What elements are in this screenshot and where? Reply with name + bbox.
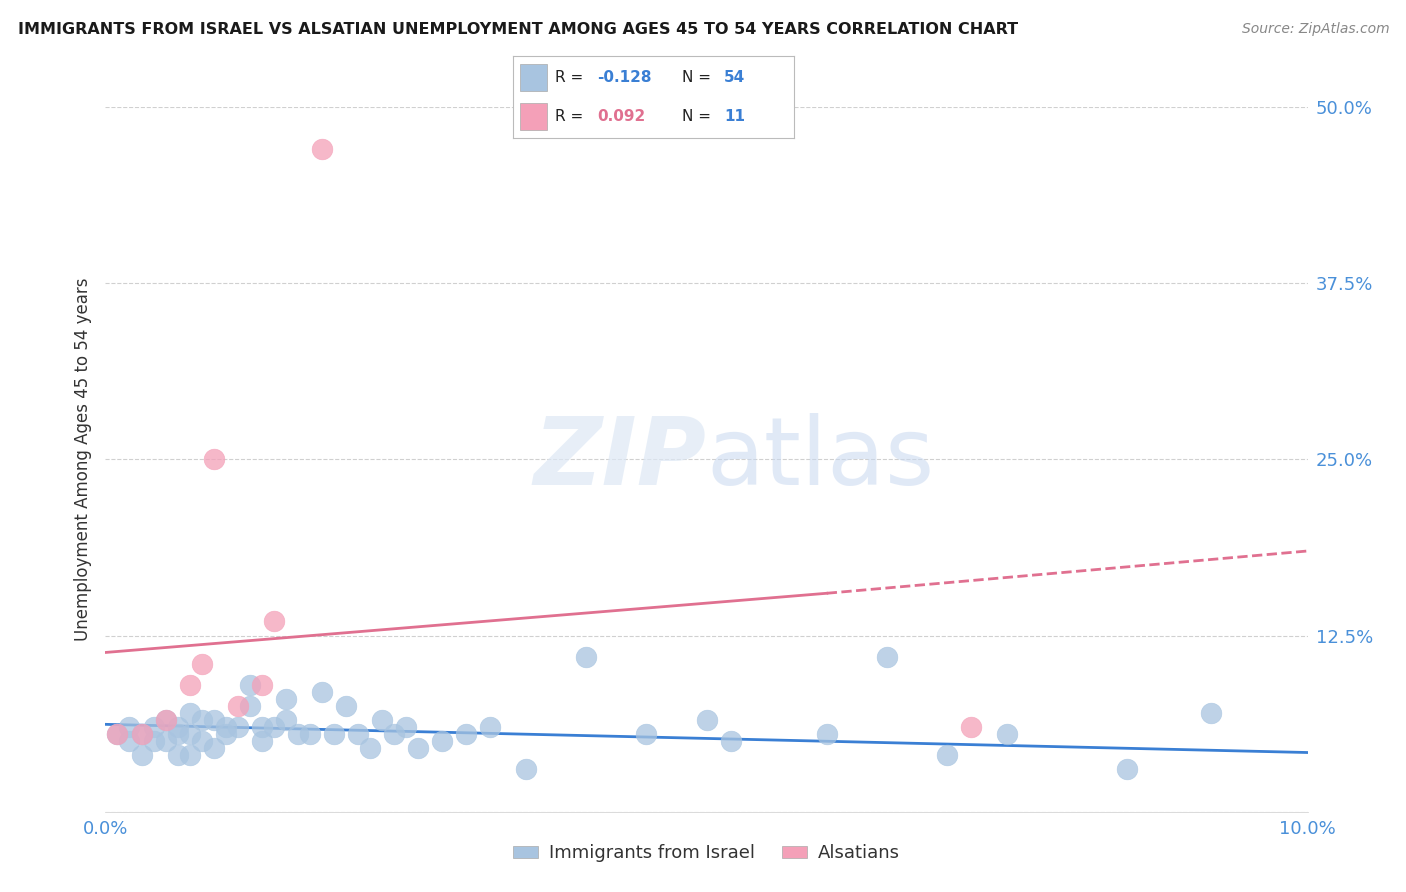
Point: [636, 727, 658, 741]
Point: [214, 727, 236, 741]
Point: [322, 727, 344, 741]
Point: [250, 734, 273, 748]
Point: [479, 720, 502, 734]
Text: 11: 11: [724, 109, 745, 124]
Text: R =: R =: [555, 70, 589, 86]
Point: [239, 699, 262, 714]
Point: [335, 699, 357, 714]
Point: [395, 720, 418, 734]
Text: Source: ZipAtlas.com: Source: ZipAtlas.com: [1241, 22, 1389, 37]
Point: [1201, 706, 1223, 720]
Point: [131, 748, 153, 763]
Point: [179, 706, 201, 720]
Point: [179, 748, 201, 763]
Point: [142, 734, 165, 748]
Point: [960, 720, 983, 734]
Text: N =: N =: [682, 70, 716, 86]
Point: [720, 734, 742, 748]
Text: atlas: atlas: [707, 413, 935, 506]
Text: ZIP: ZIP: [534, 413, 707, 506]
Point: [995, 727, 1018, 741]
Point: [1116, 763, 1139, 777]
Point: [166, 748, 188, 763]
Legend: Immigrants from Israel, Alsatians: Immigrants from Israel, Alsatians: [506, 838, 907, 870]
Point: [936, 748, 959, 763]
Point: [454, 727, 477, 741]
Point: [382, 727, 405, 741]
Point: [190, 734, 212, 748]
Point: [298, 727, 321, 741]
Point: [107, 727, 129, 741]
Point: [226, 720, 249, 734]
Point: [179, 727, 201, 741]
Point: [155, 713, 177, 727]
Text: 0.092: 0.092: [598, 109, 645, 124]
Text: IMMIGRANTS FROM ISRAEL VS ALSATIAN UNEMPLOYMENT AMONG AGES 45 TO 54 YEARS CORREL: IMMIGRANTS FROM ISRAEL VS ALSATIAN UNEMP…: [18, 22, 1018, 37]
Point: [371, 713, 394, 727]
Point: [166, 720, 188, 734]
Text: -0.128: -0.128: [598, 70, 652, 86]
Point: [287, 727, 309, 741]
Point: [515, 763, 537, 777]
Point: [190, 713, 212, 727]
Point: [142, 720, 165, 734]
Point: [876, 649, 898, 664]
Point: [263, 720, 285, 734]
Point: [274, 713, 297, 727]
Point: [226, 699, 249, 714]
Point: [107, 727, 129, 741]
Point: [696, 713, 718, 727]
Point: [214, 720, 236, 734]
Point: [202, 741, 225, 756]
FancyBboxPatch shape: [520, 64, 547, 92]
FancyBboxPatch shape: [520, 103, 547, 130]
Point: [250, 720, 273, 734]
Point: [359, 741, 381, 756]
Point: [131, 727, 153, 741]
Text: R =: R =: [555, 109, 589, 124]
Point: [179, 678, 201, 692]
Point: [311, 142, 333, 156]
Point: [815, 727, 838, 741]
Text: 54: 54: [724, 70, 745, 86]
Point: [155, 713, 177, 727]
Point: [575, 649, 598, 664]
Point: [311, 685, 333, 699]
Point: [263, 615, 285, 629]
Point: [118, 720, 141, 734]
Text: N =: N =: [682, 109, 716, 124]
Point: [155, 734, 177, 748]
Point: [190, 657, 212, 671]
Point: [239, 678, 262, 692]
Y-axis label: Unemployment Among Ages 45 to 54 years: Unemployment Among Ages 45 to 54 years: [73, 277, 91, 641]
Point: [202, 452, 225, 467]
Point: [406, 741, 429, 756]
Point: [250, 678, 273, 692]
Point: [118, 734, 141, 748]
Point: [202, 713, 225, 727]
Point: [347, 727, 370, 741]
Point: [274, 692, 297, 706]
Point: [131, 727, 153, 741]
Point: [166, 727, 188, 741]
Point: [430, 734, 453, 748]
